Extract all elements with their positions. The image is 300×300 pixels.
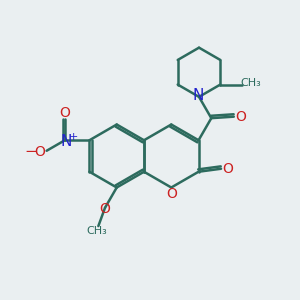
Text: N: N — [192, 88, 204, 103]
Text: O: O — [235, 110, 246, 124]
Text: O: O — [99, 202, 110, 216]
Text: −: − — [25, 144, 38, 159]
Text: N: N — [60, 134, 72, 149]
Text: O: O — [222, 162, 233, 176]
Text: O: O — [167, 187, 178, 201]
Text: CH₃: CH₃ — [240, 78, 261, 88]
Text: CH₃: CH₃ — [86, 226, 107, 236]
Text: +: + — [69, 132, 78, 142]
Text: O: O — [59, 106, 70, 120]
Text: O: O — [34, 145, 46, 159]
